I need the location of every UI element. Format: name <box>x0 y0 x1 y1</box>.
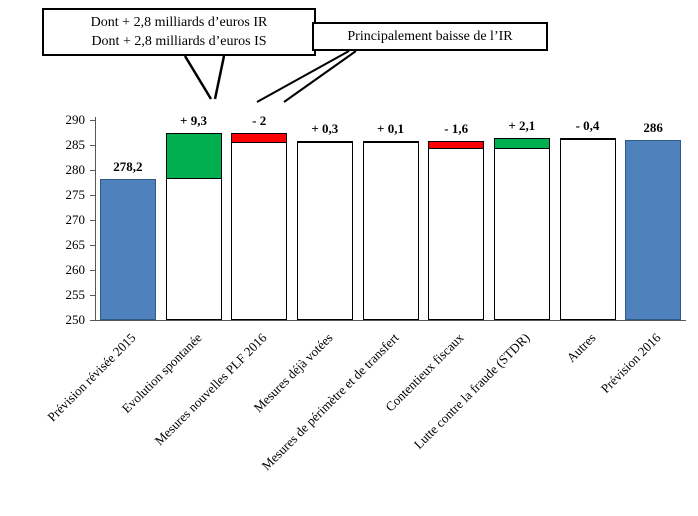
bar-column <box>363 140 419 320</box>
y-axis-label: 290 <box>65 112 86 127</box>
value-label: + 9,3 <box>180 112 207 128</box>
y-axis-label: 250 <box>65 312 86 327</box>
value-label: + 0,1 <box>377 120 404 136</box>
y-axis-label: 280 <box>65 162 86 177</box>
callout-ir-is-line2: Dont + 2,8 milliards d’euros IS <box>91 34 267 49</box>
bar-total <box>100 179 156 320</box>
y-axis-tick <box>90 295 95 296</box>
bar-increase <box>297 141 353 143</box>
bar-column <box>428 140 484 320</box>
bar-column <box>231 132 287 320</box>
y-axis-tick <box>90 170 95 171</box>
value-label: 278,2 <box>113 159 143 174</box>
bar-increase <box>166 132 222 179</box>
value-label: - 1,6 <box>444 120 469 136</box>
y-axis-tick <box>90 120 95 121</box>
y-axis-tick <box>90 245 95 246</box>
callout-ir-is: Dont + 2,8 milliards d’euros IR Dont + 2… <box>42 8 316 56</box>
y-axis-tick <box>90 195 95 196</box>
bar-decrease <box>428 140 484 149</box>
value-label: - 2 <box>252 112 267 128</box>
y-axis-label: 275 <box>65 187 86 202</box>
y-axis-label: 285 <box>65 137 86 152</box>
y-axis-line <box>95 117 96 321</box>
bar-column <box>494 138 550 320</box>
y-axis-label: 255 <box>65 287 86 302</box>
y-axis-tick <box>90 220 95 221</box>
callout-ir-decrease: Principalement baisse de l’IR <box>312 22 548 51</box>
value-label: 286 <box>643 120 663 135</box>
bar-increase <box>494 138 550 149</box>
value-label: - 0,4 <box>575 118 600 133</box>
y-axis-tick <box>90 145 95 146</box>
bar-decrease <box>231 132 287 143</box>
bar-total <box>625 140 681 320</box>
y-axis-tick <box>90 270 95 271</box>
bar-decrease <box>560 138 616 140</box>
value-label: + 2,1 <box>508 118 536 133</box>
bar-increase <box>363 140 419 143</box>
bar-column <box>297 141 353 320</box>
value-label: + 0,3 <box>311 121 339 136</box>
x-axis-line <box>95 320 686 321</box>
y-axis-label: 270 <box>65 212 86 227</box>
y-axis-label: 265 <box>65 237 86 252</box>
callout-ir-decrease-text: Principalement baisse de l’IR <box>347 29 513 44</box>
y-axis-label: 260 <box>65 262 86 277</box>
bar-column <box>560 138 616 320</box>
y-axis-tick <box>90 320 95 321</box>
callout-ir-is-line1: Dont + 2,8 milliards d’euros IR <box>90 15 268 30</box>
